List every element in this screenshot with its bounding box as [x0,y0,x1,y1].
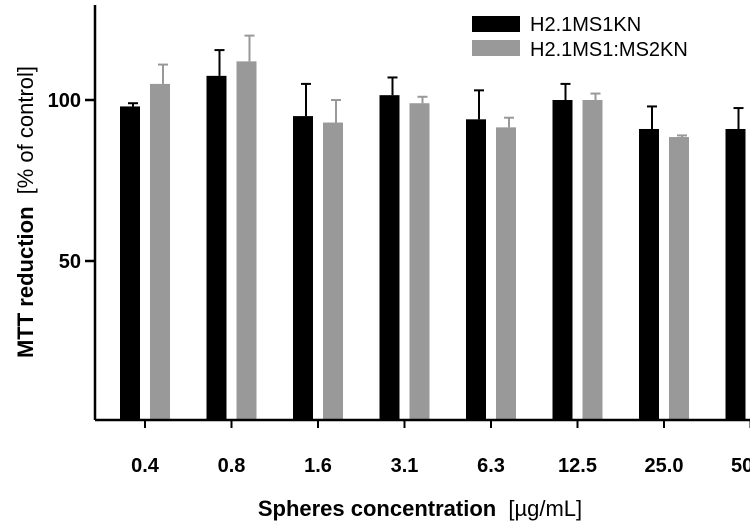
legend-label-series-1: H2.1MS1KN [530,14,641,36]
bars-layer [120,61,746,421]
x-tick-label-12.5: 12.5 [558,455,597,477]
bar-series-1-3.1 [379,95,400,421]
x-tick-label-6.3: 6.3 [477,455,505,477]
bar-series-1-1.6 [293,116,313,420]
bar-series-1-12.5 [552,100,573,420]
legend-label-series-2: H2.1MS1:MS2KN [530,39,688,61]
x-ticks-layer: 0.4 0.8 1.6 3.1 6.3 12.5 25.0 50.0 [131,420,750,477]
x-axis-title-bold: Spheres concentration [258,496,496,521]
y-tick-label-100: 100 [48,90,81,112]
y-axis-title-unit: [% of control] [13,66,38,194]
bar-series-2-25.0 [669,137,689,420]
bar-series-2-6.3 [496,127,516,421]
bar-series-1-0.4 [120,106,140,420]
bar-series-2-12.5 [582,100,603,420]
y-axis-title-bold: MTT reduction [13,206,38,358]
y-axis-title: MTT reduction [% of control] [13,66,38,358]
axes-layer [93,5,750,422]
bar-series-1-25.0 [639,128,659,421]
x-tick-label-50.0: 50.0 [731,455,750,477]
x-axis-title-unit: [µg/mL] [508,496,582,521]
y-tick-label-50: 50 [59,251,81,273]
legend: H2.1MS1KN H2.1MS1:MS2KN [472,14,688,61]
x-tick-label-0.4: 0.4 [131,455,160,477]
x-tick-label-25.0: 25.0 [645,455,684,477]
y-ticks-layer: 50 100 [48,90,95,273]
bar-series-1-6.3 [466,119,486,420]
bar-series-2-0.4 [150,83,170,421]
x-tick-label-1.6: 1.6 [304,455,332,477]
bar-series-2-3.1 [409,103,430,420]
bar-series-2-1.6 [323,122,343,420]
legend-swatch-series-1 [472,16,520,32]
x-tick-label-3.1: 3.1 [391,455,419,477]
x-axis-title: Spheres concentration [µg/mL] [258,496,582,521]
legend-swatch-series-2 [472,40,520,56]
bar-series-2-0.8 [236,61,257,421]
x-tick-label-0.8: 0.8 [218,455,246,477]
error-bars-layer [128,34,744,138]
bar-series-1-0.8 [206,75,227,420]
bar-series-1-50.0 [725,128,746,421]
